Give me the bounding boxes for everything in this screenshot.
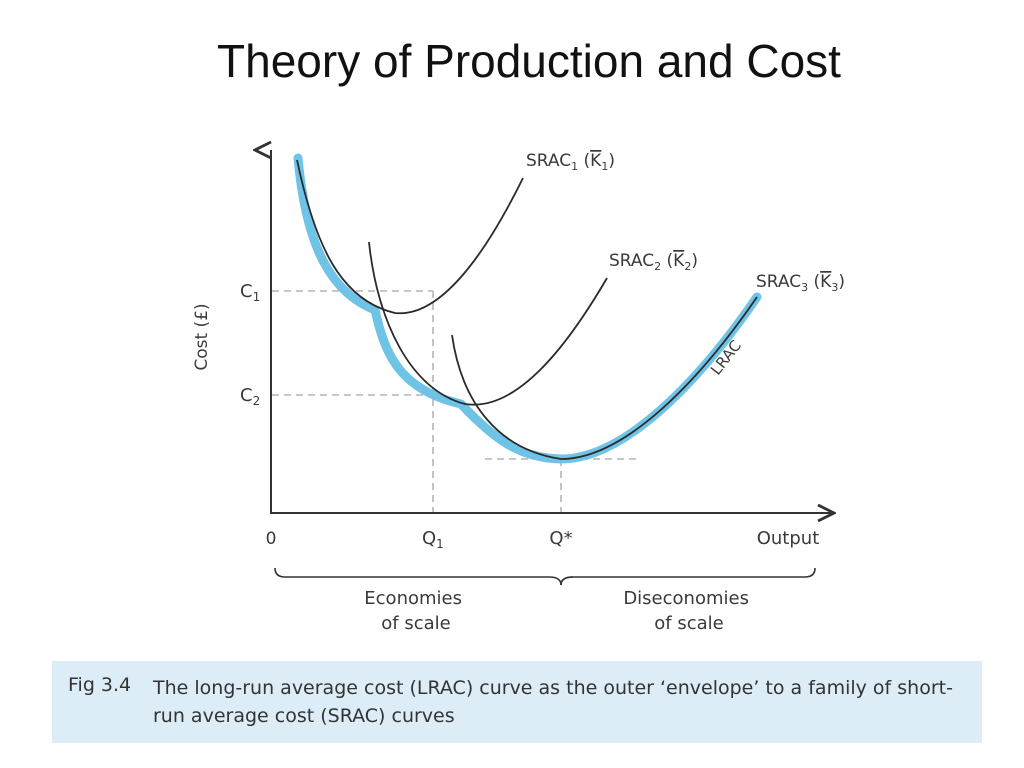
q1-tick-label: Q1 bbox=[422, 528, 444, 551]
slide-title: Theory of Production and Cost bbox=[217, 35, 841, 87]
caption-text: The long-run average cost (LRAC) curve a… bbox=[153, 677, 953, 727]
economies-brace bbox=[274, 567, 574, 586]
figure-caption: Fig 3.4 The long-run average cost (LRAC)… bbox=[52, 661, 982, 743]
srac3-label: SRAC3 (K3) bbox=[756, 272, 845, 294]
c1-tick-label: C1 bbox=[240, 281, 260, 304]
economies-label: Economies of scale bbox=[364, 588, 467, 634]
y-axis-label: Cost (£) bbox=[192, 303, 212, 370]
srac1-label: SRAC1 (K1) bbox=[526, 151, 615, 173]
diseconomies-brace bbox=[560, 567, 816, 586]
srac2-label: SRAC2 (K2) bbox=[609, 251, 698, 273]
srac3-curve bbox=[451, 296, 758, 460]
caption-figure-number: Fig 3.4 bbox=[68, 674, 132, 696]
diseconomies-label: Diseconomies of scale bbox=[623, 588, 754, 634]
x-axis-label: Output bbox=[757, 528, 820, 549]
srac2-curve bbox=[368, 241, 608, 406]
origin-label: 0 bbox=[266, 529, 277, 549]
c2-tick-label: C2 bbox=[240, 385, 260, 408]
qstar-tick-label: Q* bbox=[549, 528, 572, 549]
srac1-curve bbox=[296, 159, 524, 315]
lrac-envelope bbox=[293, 153, 762, 464]
